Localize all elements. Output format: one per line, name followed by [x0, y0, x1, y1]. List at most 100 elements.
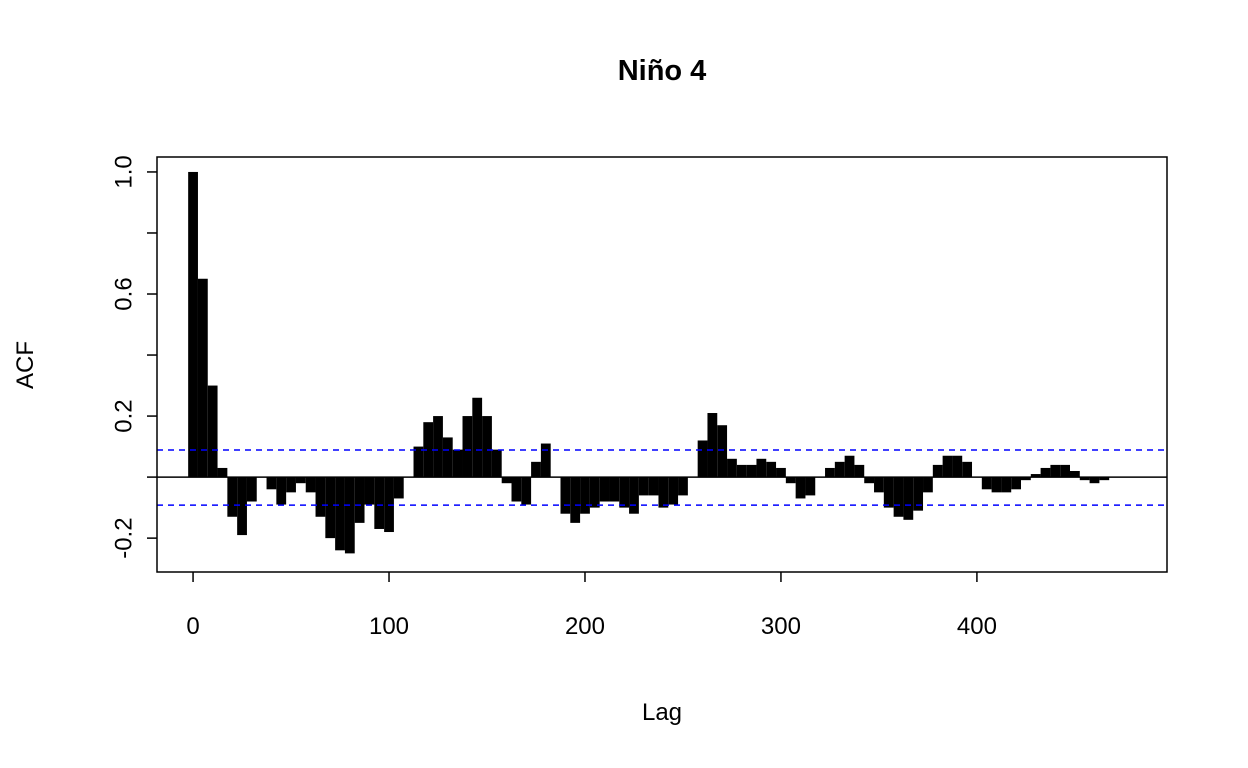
acf-bar [246, 477, 257, 502]
chart-title: Niño 4 [618, 55, 707, 87]
acf-bar [923, 477, 933, 493]
acf-bar [795, 477, 806, 499]
acf-bar [217, 467, 228, 478]
acf-bar [776, 467, 786, 478]
acf-bar [864, 477, 875, 484]
acf-bar [736, 464, 747, 478]
acf-bar [727, 458, 737, 478]
acf-bar [717, 425, 728, 478]
acf-bar [276, 477, 287, 505]
acf-bar [589, 477, 600, 508]
y-tick-label: -0.2 [110, 517, 137, 558]
acf-bar [580, 477, 590, 514]
acf-bar [266, 477, 277, 490]
acf-bar [785, 477, 796, 484]
acf-bar [315, 477, 326, 517]
acf-bar [707, 413, 718, 478]
acf-bar [364, 477, 375, 505]
acf-bar [531, 461, 541, 478]
acf-bar [501, 477, 512, 484]
acf-bar [854, 464, 865, 478]
acf-bar [883, 477, 894, 508]
acf-bar [1079, 477, 1090, 481]
acf-bar [1069, 470, 1080, 478]
acf-bar [648, 477, 659, 496]
acf-bar [462, 416, 473, 478]
acf-bar [874, 477, 884, 493]
x-tick-label: 300 [761, 613, 801, 640]
acf-bar [678, 477, 688, 496]
acf-bar [962, 461, 973, 478]
acf-bar [1050, 464, 1061, 478]
acf-bar [913, 477, 924, 511]
acf-bar [1040, 467, 1051, 478]
acf-bar [805, 477, 816, 496]
x-tick-label: 0 [186, 613, 199, 640]
y-tick-label: 0.2 [110, 399, 137, 432]
acf-bar [295, 477, 306, 484]
y-tick-label: 0.6 [110, 277, 137, 310]
acf-bar [903, 477, 914, 520]
acf-bar [344, 477, 355, 554]
y-tick-label: 1.0 [110, 155, 137, 188]
acf-bar [1030, 474, 1041, 478]
acf-bar [325, 477, 336, 539]
acf-bar [570, 477, 581, 523]
acf-bar [540, 443, 551, 478]
acf-bar [697, 440, 708, 478]
acf-bar [237, 477, 247, 536]
acf-bar [893, 477, 904, 517]
acf-bar [609, 477, 620, 502]
acf-bar [482, 416, 492, 478]
acf-bar [668, 477, 679, 505]
acf-bar [638, 477, 649, 496]
acf-bar [756, 458, 767, 478]
acf-bar [521, 477, 532, 505]
acf-bar [1001, 477, 1012, 493]
acf-bar [472, 397, 483, 478]
acf-bar [1089, 477, 1100, 484]
acf-bar [825, 467, 835, 478]
x-tick-label: 100 [369, 613, 409, 640]
acf-bar [491, 449, 502, 478]
x-tick-label: 200 [565, 613, 605, 640]
y-axis-label: ACF [12, 341, 39, 389]
acf-bar [393, 477, 404, 499]
acf-bar [991, 477, 1002, 493]
acf-bar [629, 477, 639, 514]
acf-bar [197, 278, 208, 478]
acf-bar [844, 455, 855, 478]
acf-bar [1060, 464, 1070, 478]
acf-bar [188, 171, 198, 478]
x-tick-label: 400 [957, 613, 997, 640]
acf-bar [746, 464, 757, 478]
acf-bar [207, 385, 218, 478]
acf-bar [1011, 477, 1022, 490]
acf-bar [658, 477, 669, 508]
acf-bar [423, 422, 434, 478]
acf-bar [452, 449, 463, 478]
acf-bar [932, 464, 943, 478]
acf-bar [981, 477, 992, 490]
acf-bar [619, 477, 630, 508]
x-axis-label: Lag [642, 699, 682, 726]
acf-bar [766, 461, 777, 478]
acf-bar [442, 437, 453, 478]
acf-bar [354, 477, 365, 523]
acf-bar [433, 416, 443, 478]
acf-bar [599, 477, 610, 502]
acf-bar [286, 477, 296, 493]
acf-bar [952, 455, 963, 478]
acf-bar [511, 477, 522, 502]
acf-bar [335, 477, 345, 551]
acf-bar [305, 477, 316, 493]
acf-bar [227, 477, 238, 517]
acf-bar [1021, 477, 1031, 481]
plot-frame [156, 156, 1168, 573]
acf-bar [942, 455, 953, 478]
acf-bar [834, 461, 845, 478]
acf-bar [1099, 477, 1110, 481]
acf-bar [374, 477, 385, 529]
acf-bar [413, 446, 424, 478]
